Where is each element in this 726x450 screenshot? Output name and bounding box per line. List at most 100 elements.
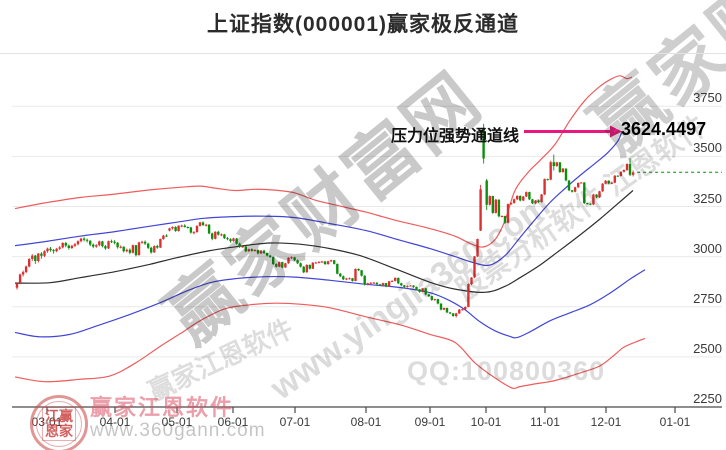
candle-body: [147, 243, 150, 248]
candle-body: [628, 164, 632, 175]
candle-body: [366, 283, 369, 285]
candle-body: [278, 262, 281, 267]
candle-body: [488, 196, 491, 205]
candle-body: [293, 257, 296, 261]
candle-body: [192, 232, 196, 234]
candle-body: [211, 233, 214, 239]
x-axis-label: 04-01: [99, 415, 131, 429]
x-axis-label: 01-01: [659, 415, 691, 429]
candle-body: [580, 182, 583, 184]
candle-body: [363, 275, 366, 285]
candle-body: [436, 299, 440, 304]
candle-body: [198, 222, 202, 226]
candle-body: [40, 253, 43, 256]
candle-body: [381, 283, 385, 286]
candle-body: [244, 246, 247, 252]
candle-body: [107, 241, 110, 249]
candle-body: [43, 251, 46, 256]
candle-body: [281, 262, 284, 268]
candle-body: [616, 175, 619, 177]
candle-body: [201, 222, 205, 225]
candle-body: [631, 172, 635, 175]
y-axis-label: 3250: [693, 191, 722, 206]
candle-body: [125, 249, 128, 252]
lower-channel-blue-channel-line: [14, 269, 646, 339]
candle-body: [226, 238, 229, 240]
candle-body: [607, 180, 610, 184]
candle-body: [586, 203, 589, 205]
candle-body: [116, 242, 119, 248]
candle-body: [89, 240, 92, 245]
candle-body: [418, 289, 421, 292]
vendor-brand-text: 赢家江恩软件: [90, 395, 235, 420]
candle-body: [162, 235, 165, 239]
candle-body: [516, 195, 519, 200]
candle-body: [589, 203, 592, 205]
pressure-channel-value: 3624.4497: [621, 119, 707, 139]
candle-body: [61, 243, 64, 248]
candle-body: [546, 179, 549, 181]
candle-body: [177, 225, 180, 231]
candle-body: [384, 283, 388, 287]
candle-body: [174, 227, 177, 231]
candle-body: [445, 308, 449, 313]
candle-body: [442, 308, 446, 310]
candle-body: [372, 282, 375, 284]
candle-body: [28, 259, 31, 267]
candle-body: [598, 191, 601, 198]
candle-body: [204, 224, 208, 226]
candle-body: [564, 168, 568, 181]
candle-body: [85, 239, 89, 241]
candle-body: [509, 202, 513, 205]
candle-body: [406, 285, 409, 287]
candle-body: [558, 162, 562, 172]
candle-body: [485, 180, 488, 205]
candle-body: [326, 261, 330, 265]
candle-body: [95, 245, 98, 247]
candle-body: [134, 245, 138, 256]
y-axis-label: 2500: [693, 341, 722, 356]
y-axis-label: 2750: [693, 291, 722, 306]
candle-body: [625, 164, 629, 170]
candle-body: [323, 261, 327, 265]
candle-body: [491, 196, 494, 213]
candle-body: [73, 244, 77, 246]
candle-body: [528, 192, 531, 200]
candle-body: [137, 242, 141, 256]
candle-body: [156, 246, 159, 248]
pressure-arrow-head: [610, 125, 622, 138]
candle-body: [314, 262, 318, 264]
candle-body: [570, 190, 574, 192]
candle-body: [119, 246, 122, 248]
candle-body: [104, 246, 107, 249]
candle-body: [217, 231, 220, 235]
candle-body: [265, 253, 269, 256]
candle-body: [256, 250, 260, 254]
candle-body: [82, 238, 86, 240]
candle-body: [214, 231, 217, 239]
candle-body: [604, 180, 607, 184]
candle-body: [284, 263, 287, 268]
candle-body: [259, 250, 263, 254]
candle-body: [98, 241, 101, 246]
candle-body: [58, 247, 61, 249]
candle-body: [421, 288, 424, 292]
candle-body: [470, 277, 473, 285]
candle-body: [387, 281, 391, 287]
candle-body: [171, 227, 174, 229]
candle-body: [55, 248, 58, 252]
candle-body: [375, 282, 379, 285]
candle-body: [476, 239, 479, 257]
vendor-url-text: www.360gann.com: [90, 420, 266, 441]
candle-body: [354, 268, 357, 281]
candle-body: [290, 257, 293, 259]
upper-resistance-red-channel-line: [14, 75, 633, 248]
x-axis-label: 08-01: [350, 415, 382, 429]
candle-body: [573, 187, 577, 192]
candle-body: [451, 313, 455, 316]
candle-body: [287, 257, 290, 264]
candle-body: [555, 162, 558, 166]
x-axis-label: 07-01: [279, 415, 311, 429]
candle-body: [241, 246, 244, 248]
candle-body: [92, 244, 95, 247]
